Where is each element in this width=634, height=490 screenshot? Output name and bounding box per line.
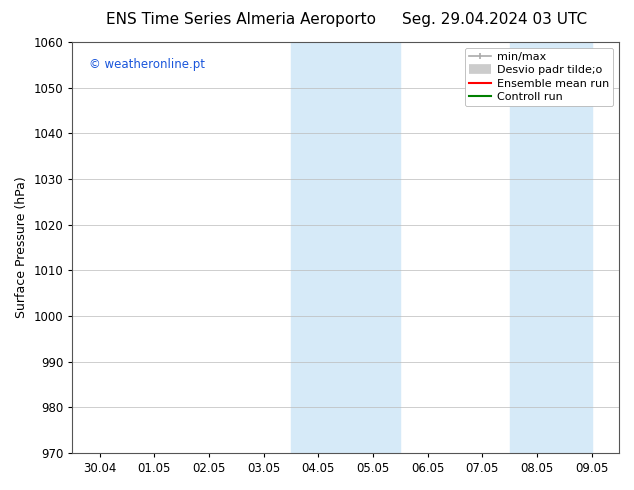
Legend: min/max, Desvio padr tilde;o, Ensemble mean run, Controll run: min/max, Desvio padr tilde;o, Ensemble m… — [465, 48, 614, 106]
Text: ENS Time Series Almeria Aeroporto: ENS Time Series Almeria Aeroporto — [106, 12, 376, 27]
Text: Seg. 29.04.2024 03 UTC: Seg. 29.04.2024 03 UTC — [402, 12, 587, 27]
Bar — [291, 42, 400, 453]
Text: © weatheronline.pt: © weatheronline.pt — [89, 58, 205, 72]
Y-axis label: Surface Pressure (hPa): Surface Pressure (hPa) — [15, 176, 28, 318]
Bar — [510, 42, 592, 453]
